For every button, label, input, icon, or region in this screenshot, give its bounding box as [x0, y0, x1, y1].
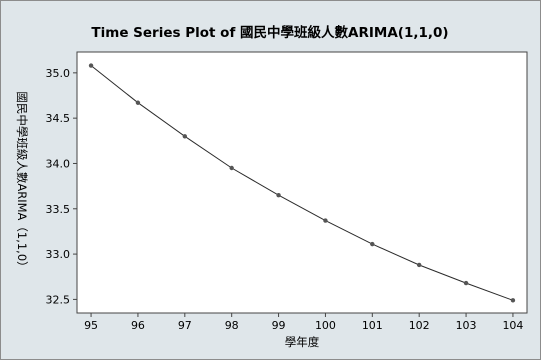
- x-tick-label: 101: [362, 319, 383, 332]
- series-markers: [88, 63, 516, 303]
- x-axis-label: 學年度: [285, 335, 320, 349]
- plot-area: [76, 51, 528, 314]
- x-tick-label: 98: [225, 319, 239, 332]
- x-tick-label: 95: [84, 319, 98, 332]
- x-tick-label: 102: [409, 319, 430, 332]
- data-point: [323, 218, 328, 223]
- x-axis: 95 96 97 98 99 100 101 102 103 104: [84, 313, 523, 332]
- y-tick-label: 34.0: [46, 157, 71, 170]
- data-point: [276, 192, 281, 198]
- x-tick-label: 97: [178, 319, 192, 332]
- y-tick-label: 34.5: [46, 112, 71, 125]
- data-point: [510, 298, 516, 303]
- y-tick-label: 33.0: [46, 248, 71, 261]
- y-tick-label: 32.5: [46, 293, 71, 306]
- x-tick-label: 103: [456, 319, 477, 332]
- data-point: [463, 280, 469, 286]
- y-axis-label: 國民中學班級人數ARIMA（1,1,0）: [15, 91, 29, 272]
- series-line-path: [90, 65, 514, 301]
- series-line: [90, 65, 514, 301]
- x-tick-label: 104: [502, 319, 523, 332]
- x-tick-label: 100: [315, 319, 336, 332]
- data-point: [88, 63, 94, 68]
- chart-title: Time Series Plot of 國民中學班級人數ARIMA(1,1,0): [91, 24, 448, 41]
- x-tick-label: 96: [131, 319, 145, 332]
- y-axis: 32.5 33.0 33.5 34.0 34.5 35.0: [46, 67, 77, 306]
- data-point: [135, 100, 141, 105]
- data-point: [416, 262, 422, 268]
- data-point: [182, 134, 188, 139]
- y-tick-label: 35.0: [46, 67, 71, 80]
- x-tick-label: 99: [272, 319, 286, 332]
- data-point: [370, 241, 375, 247]
- data-point: [229, 165, 234, 171]
- y-tick-label: 33.5: [46, 203, 71, 216]
